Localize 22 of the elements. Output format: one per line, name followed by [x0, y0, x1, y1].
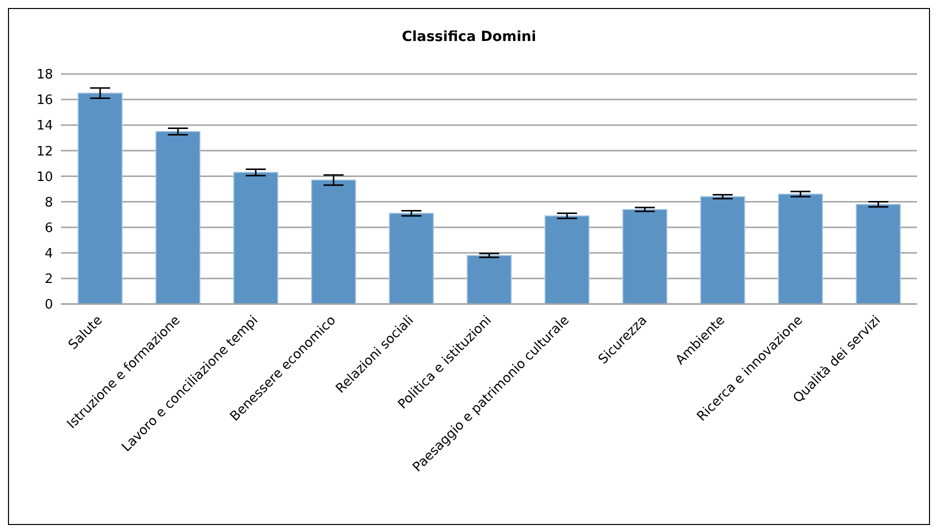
- bar: [778, 194, 823, 304]
- bar: [78, 92, 123, 304]
- y-tick-label: 6: [44, 220, 53, 236]
- y-tick-label: 14: [36, 118, 53, 134]
- bar: [544, 215, 590, 304]
- y-tick-label: 2: [44, 272, 53, 288]
- bar: [233, 172, 278, 304]
- y-tick-label: 10: [36, 170, 53, 185]
- y-tick-label: 4: [44, 246, 53, 262]
- bar: [466, 254, 512, 304]
- bar: [856, 204, 901, 304]
- y-tick-label: 0: [44, 298, 53, 313]
- y-tick-label: 12: [36, 144, 53, 160]
- y-tick-label: 16: [36, 93, 53, 108]
- bar: [622, 208, 668, 304]
- bar: [311, 180, 356, 304]
- y-tick-label: 18: [36, 68, 53, 83]
- y-tick-label: 8: [44, 195, 53, 210]
- chart-title: Classifica Domini: [400, 29, 538, 45]
- bar: [155, 131, 200, 304]
- bar: [700, 196, 746, 304]
- bar: [388, 212, 434, 304]
